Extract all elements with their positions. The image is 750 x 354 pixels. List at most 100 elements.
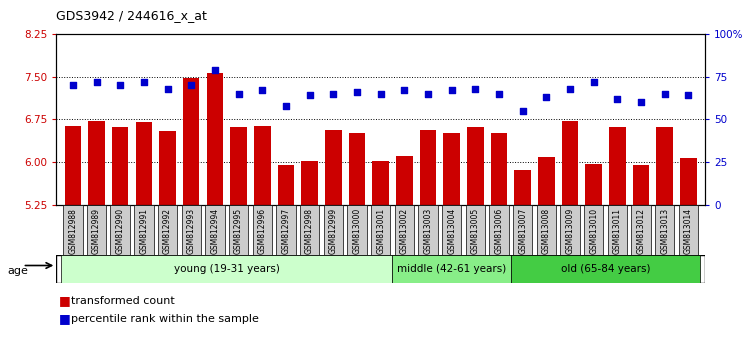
Bar xyxy=(325,130,341,205)
Bar xyxy=(655,205,674,255)
Text: GSM812998: GSM812998 xyxy=(305,208,314,254)
Bar xyxy=(394,205,414,255)
Bar xyxy=(302,161,318,205)
Point xyxy=(209,67,221,73)
Text: GSM813007: GSM813007 xyxy=(518,208,527,254)
Bar xyxy=(110,205,130,255)
Text: GSM812994: GSM812994 xyxy=(211,208,220,254)
Bar xyxy=(467,127,484,205)
Bar xyxy=(323,205,343,255)
Bar xyxy=(680,158,697,205)
Point xyxy=(517,108,529,114)
Point xyxy=(446,87,458,93)
Bar xyxy=(183,78,200,205)
Bar xyxy=(537,205,556,255)
Point xyxy=(493,91,505,97)
Text: old (65-84 years): old (65-84 years) xyxy=(561,264,650,274)
Bar xyxy=(230,127,247,205)
Bar xyxy=(276,205,296,255)
Point xyxy=(351,89,363,95)
Text: ■: ■ xyxy=(58,295,70,307)
Text: young (19-31 years): young (19-31 years) xyxy=(174,264,280,274)
Text: GSM813008: GSM813008 xyxy=(542,208,550,254)
Bar xyxy=(513,205,532,255)
Bar xyxy=(61,255,392,283)
Bar xyxy=(63,205,82,255)
Bar xyxy=(253,205,272,255)
Bar xyxy=(656,127,673,205)
Point xyxy=(540,94,552,100)
Text: GSM813009: GSM813009 xyxy=(566,208,574,254)
Point xyxy=(682,93,694,98)
Bar xyxy=(372,161,389,205)
Text: GDS3942 / 244616_x_at: GDS3942 / 244616_x_at xyxy=(56,9,207,22)
Bar xyxy=(300,205,320,255)
Text: GSM813003: GSM813003 xyxy=(424,208,433,254)
Text: GSM813010: GSM813010 xyxy=(590,208,598,254)
Bar xyxy=(679,205,698,255)
Text: percentile rank within the sample: percentile rank within the sample xyxy=(71,314,260,324)
Bar xyxy=(88,121,105,205)
Point xyxy=(304,93,316,98)
Bar xyxy=(134,205,154,255)
Point xyxy=(470,86,482,91)
Text: GSM812995: GSM812995 xyxy=(234,208,243,254)
Bar xyxy=(87,205,106,255)
Text: GSM813011: GSM813011 xyxy=(613,208,622,254)
Text: GSM812988: GSM812988 xyxy=(68,208,77,254)
Text: transformed count: transformed count xyxy=(71,296,175,306)
Text: GSM813000: GSM813000 xyxy=(352,208,362,254)
Bar xyxy=(206,205,224,255)
Point xyxy=(161,86,173,91)
Point xyxy=(91,79,103,85)
Bar xyxy=(608,205,627,255)
Bar xyxy=(371,205,390,255)
Bar xyxy=(584,205,604,255)
Point xyxy=(67,82,79,88)
Point xyxy=(256,87,268,93)
Bar xyxy=(609,127,625,205)
Text: GSM813005: GSM813005 xyxy=(471,208,480,254)
Text: GSM812996: GSM812996 xyxy=(258,208,267,254)
Text: GSM812992: GSM812992 xyxy=(163,208,172,254)
Bar xyxy=(466,205,485,255)
Text: GSM813001: GSM813001 xyxy=(376,208,386,254)
Point xyxy=(658,91,670,97)
Bar xyxy=(159,131,176,205)
Bar xyxy=(254,126,271,205)
Bar xyxy=(392,255,511,283)
Text: GSM813002: GSM813002 xyxy=(400,208,409,254)
Bar xyxy=(442,205,461,255)
Bar xyxy=(420,130,436,205)
Point xyxy=(635,99,647,105)
Point xyxy=(327,91,339,97)
Point xyxy=(232,91,244,97)
Bar xyxy=(562,121,578,205)
Text: ■: ■ xyxy=(58,312,70,325)
Text: GSM813004: GSM813004 xyxy=(447,208,456,254)
Point xyxy=(398,87,410,93)
Bar xyxy=(633,165,650,205)
Text: age: age xyxy=(8,266,28,276)
Bar xyxy=(514,170,531,205)
Point xyxy=(611,96,623,102)
Bar xyxy=(443,133,460,205)
Bar xyxy=(349,133,365,205)
Point xyxy=(422,91,434,97)
Bar xyxy=(560,205,580,255)
Bar xyxy=(490,133,507,205)
Point xyxy=(588,79,600,85)
Bar xyxy=(586,164,602,205)
Bar xyxy=(489,205,508,255)
Bar xyxy=(278,165,294,205)
Bar xyxy=(396,155,412,205)
Text: GSM812990: GSM812990 xyxy=(116,208,124,254)
Point xyxy=(114,82,126,88)
Text: GSM813012: GSM813012 xyxy=(637,208,646,254)
Bar xyxy=(632,205,651,255)
Bar xyxy=(64,126,81,205)
Text: middle (42-61 years): middle (42-61 years) xyxy=(397,264,506,274)
Text: GSM813014: GSM813014 xyxy=(684,208,693,254)
Bar xyxy=(511,255,700,283)
Bar xyxy=(182,205,201,255)
